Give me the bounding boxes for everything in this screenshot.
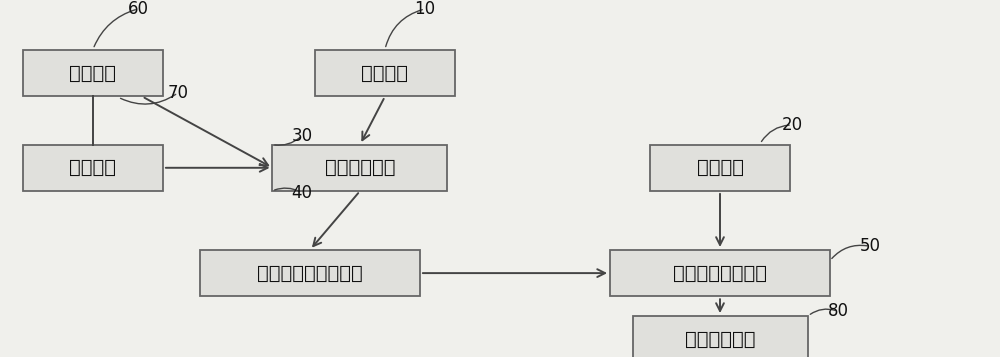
Bar	[23, 145, 163, 191]
FancyArrowPatch shape	[120, 94, 176, 104]
FancyArrowPatch shape	[275, 137, 300, 145]
Text: 30: 30	[291, 127, 313, 145]
Text: 20: 20	[781, 116, 803, 134]
FancyArrowPatch shape	[761, 125, 789, 141]
Text: 指示模块: 指示模块	[70, 64, 116, 83]
Text: 实际雾化量计算模块: 实际雾化量计算模块	[257, 263, 363, 283]
Text: 报警模块: 报警模块	[70, 158, 116, 177]
Bar	[650, 145, 790, 191]
Text: 70: 70	[168, 84, 188, 102]
Text: 80: 80	[828, 302, 848, 320]
Bar	[315, 50, 455, 96]
Bar	[633, 316, 808, 357]
Bar	[200, 250, 420, 296]
Bar	[23, 50, 163, 96]
FancyArrowPatch shape	[832, 245, 867, 258]
Text: 液位检测模块: 液位检测模块	[325, 158, 395, 177]
Bar	[610, 250, 830, 296]
Text: 雾化机构: 雾化机构	[696, 158, 744, 177]
Text: 10: 10	[414, 0, 436, 18]
FancyArrowPatch shape	[810, 309, 835, 314]
Text: 50: 50	[860, 237, 881, 255]
Text: 40: 40	[292, 184, 312, 202]
Bar	[272, 145, 447, 191]
Text: 60: 60	[128, 0, 148, 18]
FancyArrowPatch shape	[386, 10, 422, 46]
Text: 储液容器: 储液容器	[362, 64, 409, 83]
Text: 雾化功率调节模块: 雾化功率调节模块	[673, 263, 767, 283]
FancyArrowPatch shape	[275, 188, 300, 191]
Text: 湿度传感模块: 湿度传感模块	[685, 330, 755, 349]
FancyArrowPatch shape	[94, 10, 135, 47]
